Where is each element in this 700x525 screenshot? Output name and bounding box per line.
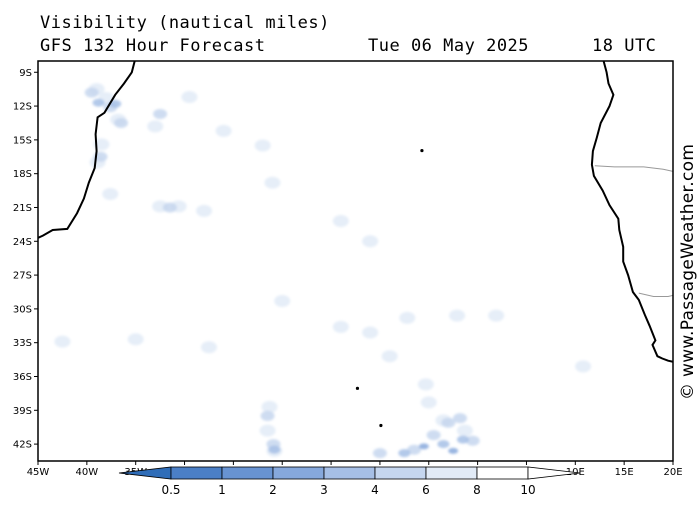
- lon-tick-label: 45W: [27, 467, 50, 478]
- visibility-patch: [162, 202, 177, 213]
- island: [355, 386, 360, 390]
- visibility-patch: [268, 445, 281, 454]
- lon-tick-label: 40W: [76, 467, 99, 478]
- map-variable-title: Visibility (nautical miles): [40, 13, 330, 33]
- lat-tick-label: 12S: [13, 102, 32, 113]
- lat-tick-label: 15S: [13, 135, 32, 146]
- map-axes: 9S 12S 15S 18S 21S 24S 27S 30S 33S 36S 39S 42S 45W 40…: [13, 68, 683, 478]
- visibility-patch: [332, 215, 349, 227]
- colorbar-tick-label: 4: [371, 483, 379, 497]
- visibility-patch: [259, 424, 276, 437]
- visibility-patch: [196, 204, 213, 217]
- visibility-patch: [92, 98, 105, 107]
- visibility-patch: [399, 311, 416, 324]
- map-frame: [37, 60, 674, 462]
- visibility-patch: [437, 440, 450, 449]
- lat-tick-label: 42S: [13, 440, 32, 451]
- visibility-patch: [456, 424, 473, 437]
- lat-tick-label: 33S: [13, 338, 32, 349]
- visibility-patch: [215, 124, 232, 137]
- colorbar-segment: [170, 466, 223, 480]
- visibility-patch: [84, 87, 99, 98]
- colorbar-tick-label: 2: [269, 483, 277, 497]
- colorbar-tick-label: 8: [473, 483, 481, 497]
- visibility-patch: [418, 443, 429, 450]
- colorbar-tick-label: 10: [520, 483, 535, 497]
- colorbar-tick-label: 0.5: [161, 483, 180, 497]
- visibility-patch: [407, 444, 422, 455]
- visibility-patch: [261, 400, 278, 413]
- lat-tick-label: 24S: [13, 237, 32, 248]
- visibility-patch: [488, 309, 505, 322]
- visibility-shading: [54, 83, 592, 459]
- colorbar-high-triangle: [527, 466, 581, 480]
- island: [420, 148, 424, 153]
- lat-tick-label: 9S: [19, 68, 32, 79]
- visibility-patch: [453, 413, 468, 424]
- visibility-colorbar: 0.5 1 2 3 4 6 8 10: [118, 466, 581, 497]
- colorbar-tick-label: 1: [218, 483, 226, 497]
- forecast-date: Tue 06 May 2025: [368, 36, 530, 56]
- visibility-patch: [147, 120, 164, 133]
- coastlines: [38, 61, 673, 428]
- lon-tick-label: 20E: [663, 467, 682, 478]
- lat-tick-label: 39S: [13, 406, 32, 417]
- visibility-patch: [362, 326, 379, 339]
- visibility-patch: [109, 99, 122, 108]
- lat-tick-label: 18S: [13, 169, 32, 180]
- visibility-patch: [274, 295, 291, 307]
- visibility-patch: [420, 396, 437, 409]
- lat-tick-label: 36S: [13, 372, 32, 383]
- lon-tick-label: 15E: [615, 467, 634, 478]
- visibility-patch: [127, 333, 144, 346]
- visibility-patch: [449, 309, 466, 322]
- africa-coastline: [590, 61, 673, 363]
- lat-tick-label: 27S: [13, 271, 32, 282]
- visibility-patch: [54, 335, 71, 348]
- visibility-patch: [426, 430, 441, 441]
- colorbar-segment: [476, 466, 529, 480]
- visibility-patch: [264, 176, 281, 189]
- forecast-model-title: GFS 132 Hour Forecast: [40, 36, 266, 56]
- colorbar-segment: [323, 466, 376, 480]
- visibility-patch: [362, 235, 379, 248]
- visibility-patch: [441, 417, 456, 428]
- visibility-patch: [456, 435, 469, 444]
- visibility-patch: [260, 410, 275, 421]
- island: [379, 423, 383, 428]
- visibility-patch: [332, 320, 349, 333]
- visibility-patch: [417, 378, 434, 391]
- south-america-coastline: [38, 61, 136, 239]
- forecast-time: 18 UTC: [592, 36, 657, 56]
- visibility-patch: [448, 447, 459, 454]
- colorbar-segment: [272, 466, 325, 480]
- visibility-patch: [114, 117, 129, 128]
- visibility-patch: [102, 187, 119, 200]
- colorbar-tick-label: 6: [422, 483, 430, 497]
- colorbar-segment: [221, 466, 274, 480]
- colorbar-segment: [374, 466, 427, 480]
- visibility-patch: [465, 435, 480, 446]
- visibility-patch: [200, 341, 217, 354]
- visibility-patch: [181, 91, 198, 104]
- lat-tick-label: 21S: [13, 203, 32, 214]
- colorbar-segment: [425, 466, 478, 480]
- country-border: [638, 292, 673, 297]
- visibility-patch: [398, 449, 411, 458]
- visibility-patch: [372, 448, 387, 459]
- colorbar-tick-label: 3: [320, 483, 328, 497]
- visibility-patch: [381, 350, 398, 363]
- visibility-patch: [575, 360, 592, 373]
- country-border: [594, 165, 673, 172]
- visibility-patch: [153, 108, 168, 119]
- visibility-patch: [93, 138, 110, 151]
- visibility-patch: [254, 139, 271, 152]
- lat-tick-label: 30S: [13, 304, 32, 315]
